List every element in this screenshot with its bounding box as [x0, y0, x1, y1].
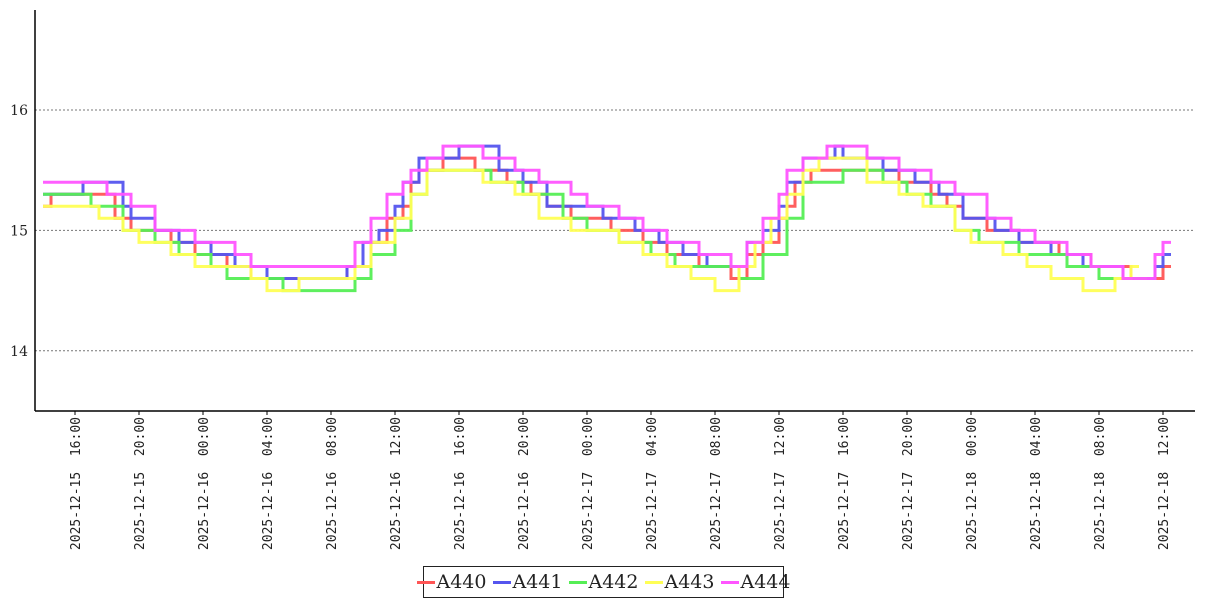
- x-tick-label: 2025-12-17 16:00: [837, 417, 852, 550]
- x-tick-label: 2025-12-16 04:00: [261, 417, 276, 550]
- series-line-a444: [43, 144, 1171, 280]
- x-tick-labels: 2025-12-15 16:00 2025-12-15 20:00 2025-12-…: [69, 411, 1172, 550]
- series-line-a443: [43, 156, 1139, 293]
- y-tick-labels: 14 15 16: [10, 103, 28, 360]
- legend: A440 A441 A442 A443 A444: [416, 566, 791, 598]
- legend-label: A442: [588, 571, 639, 593]
- legend-item-a443: A443: [644, 571, 715, 593]
- x-tick-label: 2025-12-17 04:00: [645, 417, 660, 550]
- x-tick-label: 2025-12-15 16:00: [69, 417, 84, 550]
- legend-label: A444: [740, 571, 791, 593]
- x-tick-label: 2025-12-17 20:00: [901, 417, 916, 550]
- legend-item-a444: A444: [720, 571, 791, 593]
- x-tick-label: 2025-12-17 08:00: [709, 417, 724, 550]
- legend-label: A440: [436, 571, 487, 593]
- legend-item-a442: A442: [568, 571, 639, 593]
- legend-item-a441: A441: [492, 571, 563, 593]
- x-tick-label: 2025-12-18 00:00: [965, 417, 980, 550]
- x-tick-label: 2025-12-17 12:00: [773, 417, 788, 550]
- legend-swatch: [492, 580, 511, 584]
- x-tick-label: 2025-12-17 00:00: [581, 417, 596, 550]
- legend-item-a440: A440: [416, 571, 487, 593]
- y-tick-label: 14: [10, 344, 28, 360]
- y-tick-label: 16: [10, 103, 28, 119]
- x-tick-label: 2025-12-18 08:00: [1093, 417, 1108, 550]
- series-lines: [43, 144, 1171, 293]
- legend-label: A443: [664, 571, 715, 593]
- x-tick-label: 2025-12-16 00:00: [197, 417, 212, 550]
- x-tick-label: 2025-12-16 12:00: [389, 417, 404, 550]
- x-tick-label: 2025-12-16 20:00: [517, 417, 532, 550]
- x-tick-label: 2025-12-16 16:00: [453, 417, 468, 550]
- legend-swatch: [720, 580, 739, 584]
- y-tick-label: 15: [10, 223, 28, 239]
- x-tick-label: 2025-12-18 12:00: [1157, 417, 1172, 550]
- legend-swatch: [644, 580, 663, 584]
- legend-label: A441: [512, 571, 563, 593]
- x-tick-label: 2025-12-18 04:00: [1029, 417, 1044, 550]
- legend-swatch: [416, 580, 435, 584]
- x-tick-label: 2025-12-15 20:00: [133, 417, 148, 550]
- legend-swatch: [568, 580, 587, 584]
- x-tick-label: 2025-12-16 08:00: [325, 417, 340, 550]
